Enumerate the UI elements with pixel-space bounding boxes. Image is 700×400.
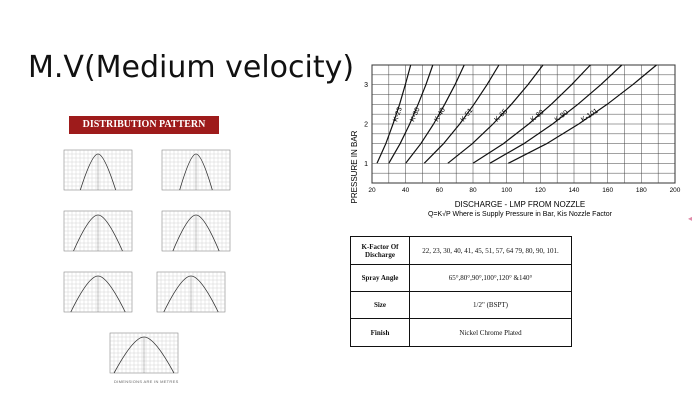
spec-label-finish: Finish: [350, 318, 410, 347]
x-axis-label: DISCHARGE - LMP FROM NOZZLE: [455, 200, 586, 209]
mini-chart-plot: [63, 210, 133, 252]
distribution-footer: DIMENSIONS ARE IN METRES: [114, 379, 179, 384]
distribution-chart-1: [62, 148, 136, 194]
distribution-chart-2: [160, 148, 234, 194]
y-tick-label: 3: [364, 82, 368, 89]
series-label: K-30: [409, 106, 422, 122]
x-tick-label: 60: [436, 187, 444, 194]
spec-row-k-factor: K-Factor Of Discharge 22, 23, 30, 40, 41…: [350, 236, 572, 265]
spec-value-spray-angle: 65°,80°,90°,100°,120° &140°: [409, 264, 572, 292]
x-tick-label: 40: [402, 187, 410, 194]
mini-chart-plot: [156, 271, 226, 313]
series-label: K-51: [460, 107, 475, 123]
spec-label-spray-angle: Spray Angle: [350, 264, 410, 292]
spec-value-finish: Nickel Chrome Plated: [409, 318, 572, 347]
y-tick-label: 1: [364, 161, 368, 168]
spec-label-k-factor: K-Factor Of Discharge: [350, 236, 410, 265]
distribution-chart-5: [62, 270, 136, 316]
x-tick-label: 160: [602, 187, 613, 194]
x-tick-label: 140: [569, 187, 580, 194]
distribution-pattern-title: DISTRIBUTION PATTERN: [69, 116, 219, 134]
y-axis-label: PRESSURE IN BAR: [350, 130, 359, 203]
mini-chart-plot: [63, 149, 133, 191]
mini-chart-plot: [161, 149, 231, 191]
series-line-k-65: [447, 64, 544, 164]
x-tick-labels: 20 40 60 80 100 120 140 160 180 200: [368, 187, 680, 194]
distribution-chart-4: [160, 209, 234, 255]
spec-table: K-Factor Of Discharge 22, 23, 30, 40, 41…: [350, 236, 572, 347]
x-tick-label: 120: [535, 187, 546, 194]
series-label: K-101: [580, 108, 600, 124]
series-label: K-23: [392, 106, 404, 122]
spec-label-size: Size: [350, 291, 410, 319]
series-line-k-40: [405, 64, 465, 164]
series-line-k-23: [376, 64, 412, 164]
spec-value-size: 1/2" (BSPT): [409, 291, 572, 319]
mini-chart-plot: [109, 332, 179, 374]
distribution-chart-6: [155, 270, 229, 316]
x-tick-label: 180: [636, 187, 647, 194]
y-tick-labels: 1 2 3: [364, 82, 368, 168]
spec-value-k-factor: 22, 23, 30, 40, 41, 45, 51, 57, 64 79, 8…: [409, 236, 572, 265]
y-tick-label: 2: [364, 122, 368, 129]
x-tick-label: 100: [501, 187, 512, 194]
series-line-k-101: [508, 64, 657, 164]
spec-row-size: Size 1/2" (BSPT): [350, 291, 572, 319]
distribution-chart-3: [62, 209, 136, 255]
chart-formula: Q=K√P Where is Supply Pressure in Bar, K…: [428, 210, 613, 218]
series-line-k-90: [489, 64, 623, 164]
series-line-k-51: [423, 64, 500, 164]
series-line-k-30: [388, 64, 434, 164]
x-tick-label: 80: [469, 187, 477, 194]
pressure-discharge-chart: K-23 K-30 K-40 K-51 K-65 K-80 K-90 K-101 20 40 60…: [350, 64, 681, 218]
mini-chart-plot: [161, 210, 231, 252]
series-label: K-90: [554, 109, 570, 123]
page-title: M.V(Medium velocity): [28, 50, 355, 85]
distribution-chart-7: [108, 331, 182, 377]
x-tick-label: 20: [368, 187, 376, 194]
edge-marker-icon: ◂: [688, 214, 693, 223]
mini-chart-plot: [63, 271, 133, 313]
series-label: K-40: [433, 107, 447, 123]
spec-row-spray-angle: Spray Angle 65°,80°,90°,100°,120° &140°: [350, 264, 572, 292]
series-line-k-80: [472, 64, 591, 164]
x-tick-label: 200: [670, 187, 681, 194]
spec-row-finish: Finish Nickel Chrome Plated: [350, 318, 572, 347]
chart-grid: [371, 64, 676, 184]
